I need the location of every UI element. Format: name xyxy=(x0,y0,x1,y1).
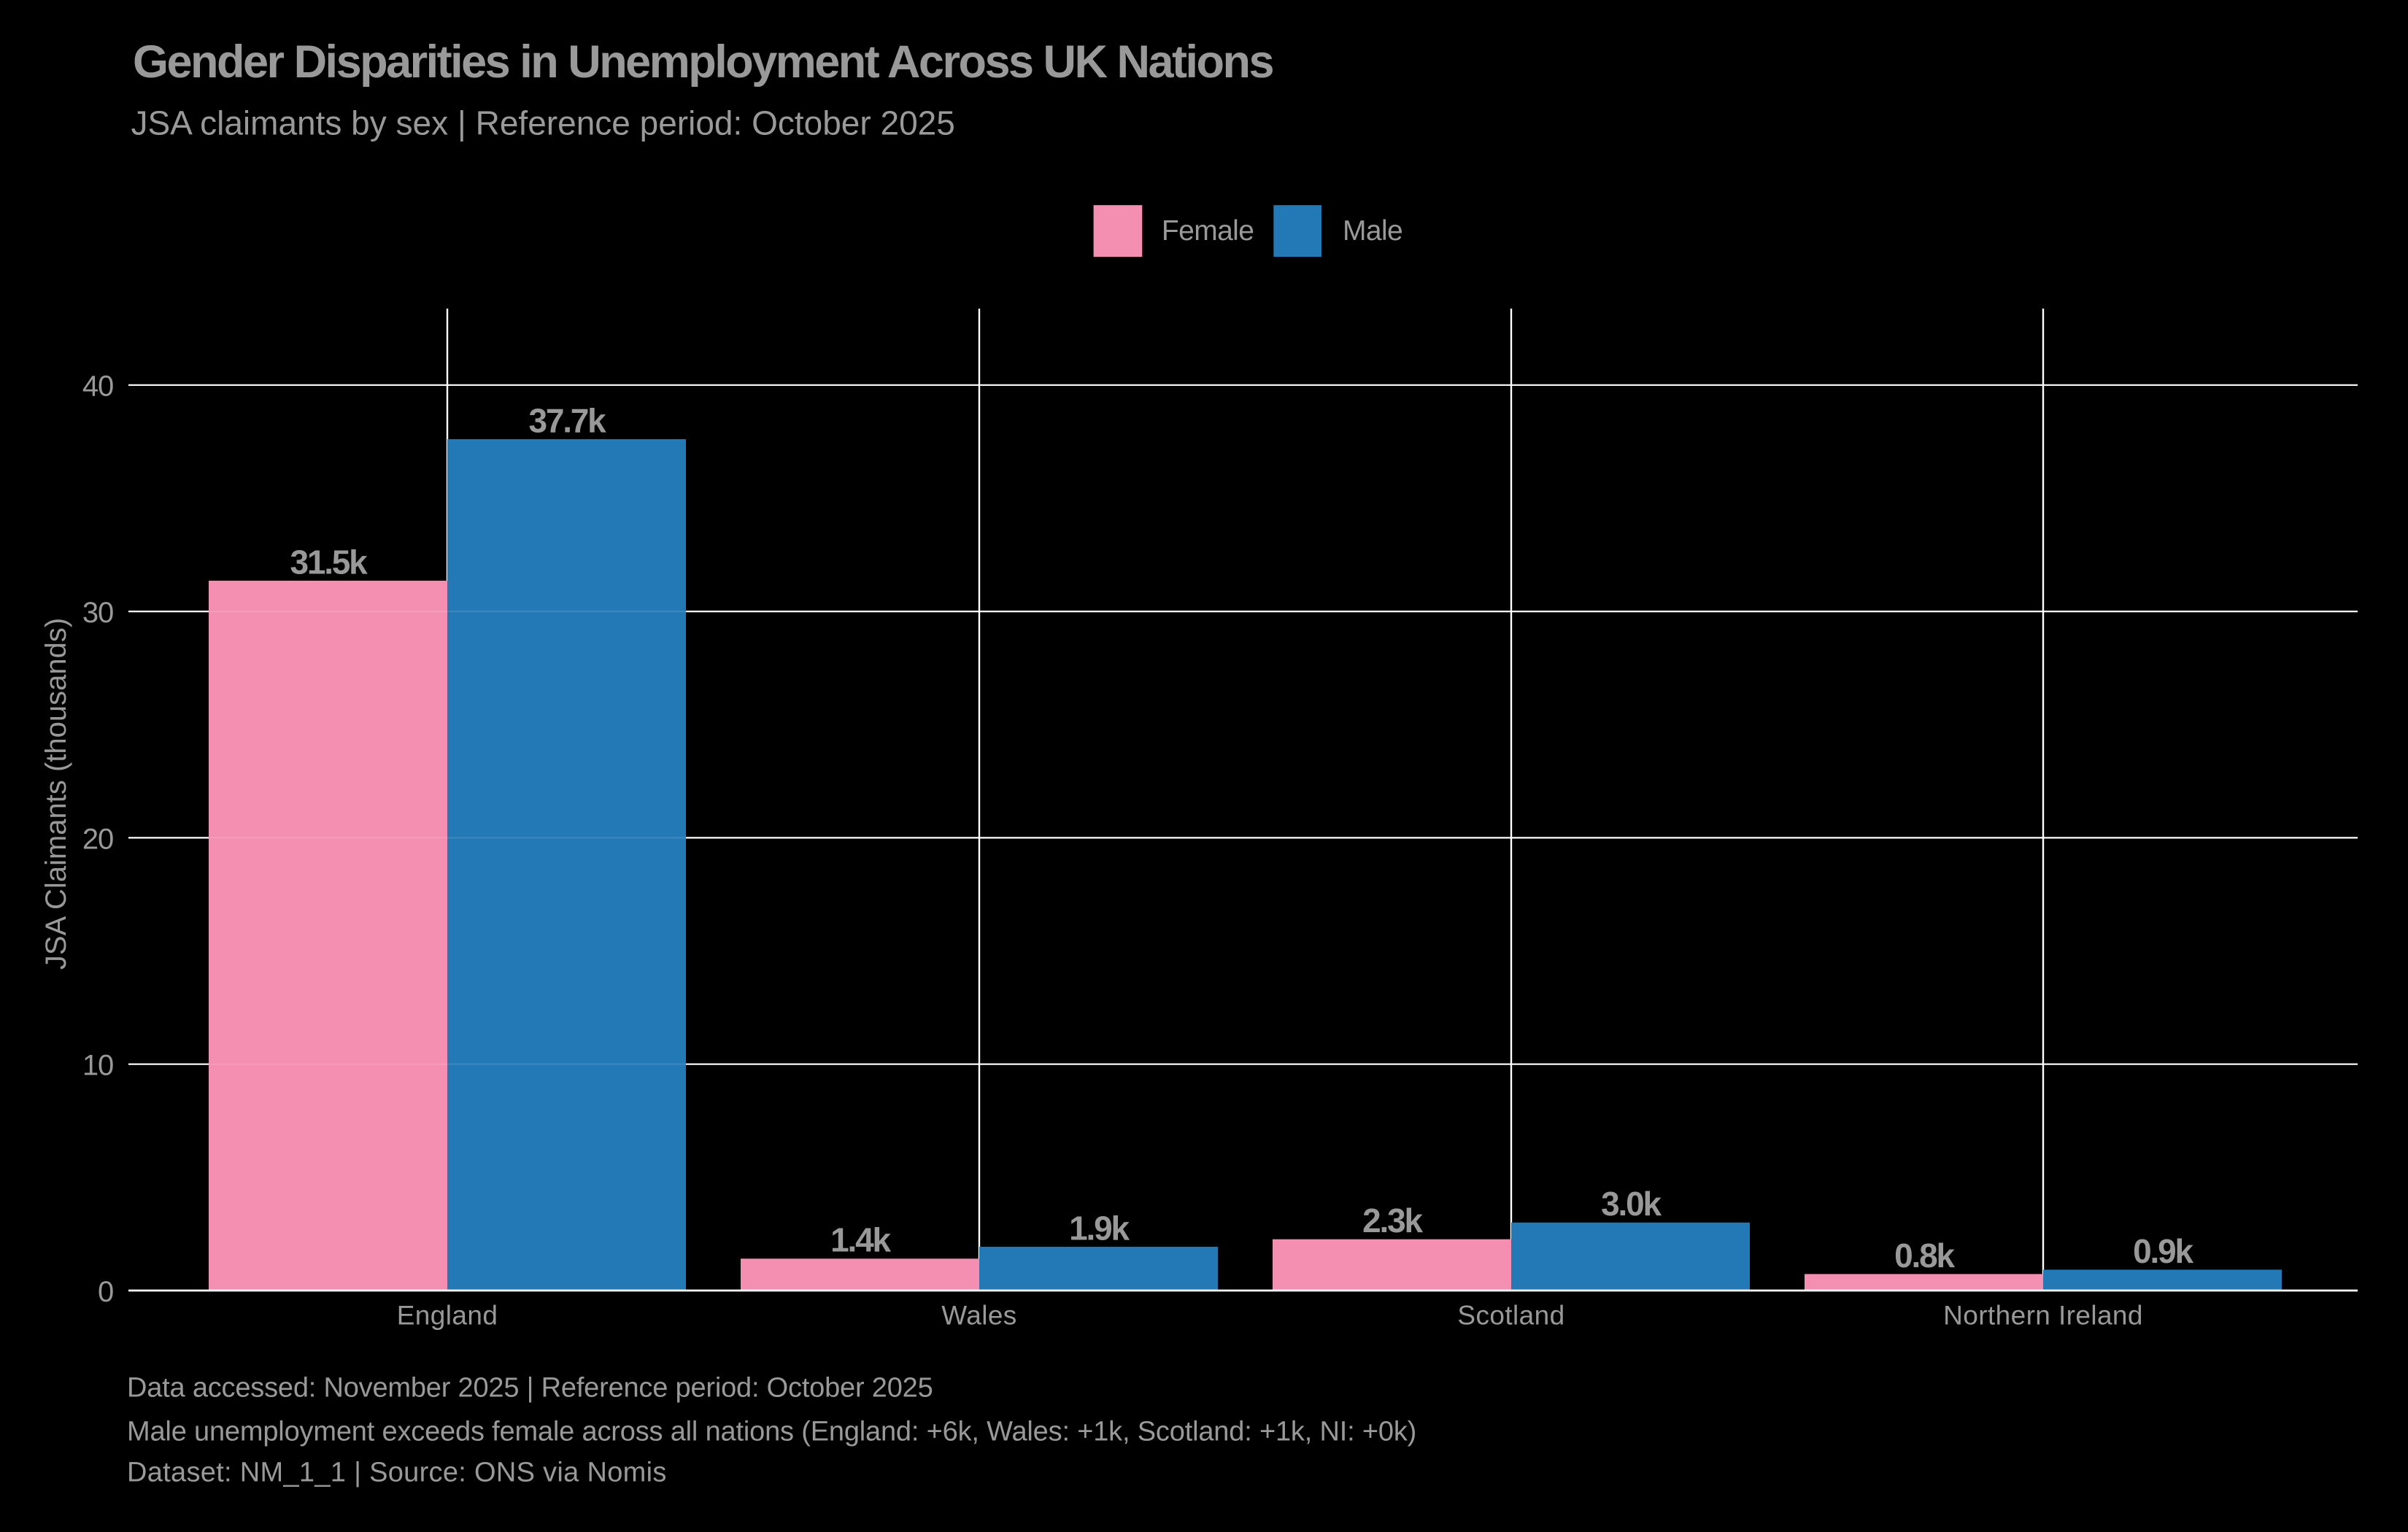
svg-text:31.5k: 31.5k xyxy=(290,543,368,581)
svg-text:10: 10 xyxy=(82,1050,113,1082)
svg-text:2.3k: 2.3k xyxy=(1362,1202,1423,1239)
svg-text:30: 30 xyxy=(82,597,113,629)
svg-text:Female: Female xyxy=(1162,215,1254,247)
svg-text:Male unemployment exceeds fema: Male unemployment exceeds female across … xyxy=(127,1416,1416,1447)
svg-text:37.7k: 37.7k xyxy=(528,401,606,439)
svg-text:40: 40 xyxy=(82,371,113,403)
svg-text:Male: Male xyxy=(1343,215,1402,247)
svg-text:Data accessed: November 2025 |: Data accessed: November 2025 | Reference… xyxy=(127,1373,933,1404)
svg-text:Scotland: Scotland xyxy=(1457,1301,1564,1331)
svg-text:JSA claimants by sex | Referen: JSA claimants by sex | Reference period:… xyxy=(131,104,955,142)
svg-text:Dataset: NM_1_1 | Source: ONS: Dataset: NM_1_1 | Source: ONS via Nomis xyxy=(127,1458,667,1488)
svg-text:20: 20 xyxy=(82,823,113,855)
svg-text:0.9k: 0.9k xyxy=(2133,1232,2193,1270)
svg-text:0: 0 xyxy=(98,1276,113,1308)
svg-text:Gender Disparities in Unemploy: Gender Disparities in Unemployment Acros… xyxy=(133,36,1273,88)
svg-text:1.4k: 1.4k xyxy=(830,1221,891,1259)
svg-text:0.8k: 0.8k xyxy=(1894,1237,1955,1274)
svg-text:Wales: Wales xyxy=(941,1301,1016,1331)
svg-text:3.0k: 3.0k xyxy=(1601,1185,1662,1223)
svg-text:JSA Claimants (thousands): JSA Claimants (thousands) xyxy=(40,618,72,970)
svg-text:England: England xyxy=(397,1301,498,1331)
svg-text:1.9k: 1.9k xyxy=(1069,1209,1130,1247)
svg-text:Northern Ireland: Northern Ireland xyxy=(1943,1301,2143,1331)
